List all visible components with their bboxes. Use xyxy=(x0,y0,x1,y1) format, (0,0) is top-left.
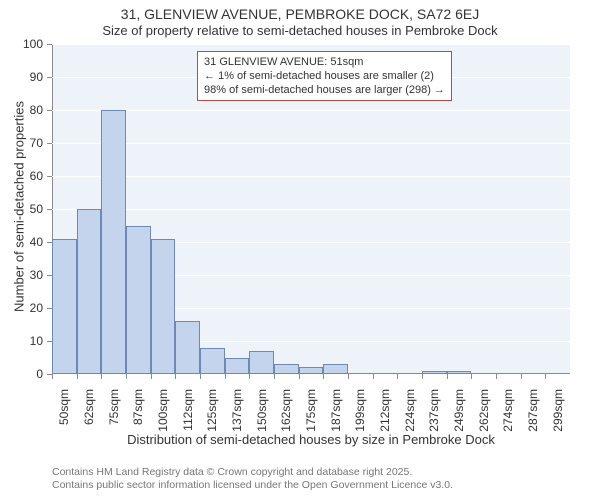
x-tick-label: 175sqm xyxy=(304,389,318,437)
histogram-bar xyxy=(249,351,274,374)
histogram-bar xyxy=(151,239,176,374)
x-tick-label: 125sqm xyxy=(205,389,219,437)
histogram-bar xyxy=(447,371,472,374)
x-tick-label: 249sqm xyxy=(452,389,466,437)
chart-title-line1: 31, GLENVIEW AVENUE, PEMBROKE DOCK, SA72… xyxy=(0,0,600,23)
y-tick-label: 30 xyxy=(0,268,43,282)
x-tick xyxy=(249,374,250,379)
x-tick xyxy=(447,374,448,379)
y-tick-label: 10 xyxy=(0,334,43,348)
y-gridline xyxy=(52,209,570,210)
y-tick xyxy=(47,242,52,243)
y-tick-label: 100 xyxy=(0,37,43,51)
x-tick xyxy=(373,374,374,379)
x-tick-label: 112sqm xyxy=(181,389,195,437)
x-tick xyxy=(471,374,472,379)
annotation-line: 31 GLENVIEW AVENUE: 51sqm xyxy=(204,55,445,69)
x-tick-label: 87sqm xyxy=(131,389,145,437)
x-tick-label: 237sqm xyxy=(427,389,441,437)
footnote: Contains HM Land Registry data © Crown c… xyxy=(52,466,453,492)
x-tick xyxy=(151,374,152,379)
y-tick-label: 50 xyxy=(0,202,43,216)
y-tick xyxy=(47,341,52,342)
histogram-bar xyxy=(323,364,348,374)
y-tick-label: 0 xyxy=(0,367,43,381)
x-tick xyxy=(77,374,78,379)
annotation-box: 31 GLENVIEW AVENUE: 51sqm ← 1% of semi-d… xyxy=(197,51,452,102)
x-tick xyxy=(422,374,423,379)
y-tick xyxy=(47,110,52,111)
histogram-bar xyxy=(175,321,200,374)
y-tick xyxy=(47,77,52,78)
x-tick xyxy=(126,374,127,379)
y-tick xyxy=(47,275,52,276)
annotation-line: ← 1% of semi-detached houses are smaller… xyxy=(204,69,445,83)
x-tick-label: 287sqm xyxy=(526,389,540,437)
histogram-bar xyxy=(77,209,102,374)
x-tick-label: 50sqm xyxy=(57,389,71,437)
x-tick-label: 299sqm xyxy=(551,389,565,437)
histogram-bar xyxy=(274,364,299,374)
x-tick xyxy=(274,374,275,379)
histogram-bar xyxy=(126,226,151,375)
histogram-bar xyxy=(422,371,447,374)
x-tick-label: 187sqm xyxy=(329,389,343,437)
x-tick xyxy=(521,374,522,379)
histogram-bar xyxy=(52,239,77,374)
x-tick xyxy=(323,374,324,379)
y-tick-label: 20 xyxy=(0,301,43,315)
y-tick-label: 90 xyxy=(0,70,43,84)
x-tick xyxy=(397,374,398,379)
x-tick xyxy=(52,374,53,379)
x-tick xyxy=(299,374,300,379)
y-tick xyxy=(47,308,52,309)
x-tick xyxy=(348,374,349,379)
x-tick xyxy=(496,374,497,379)
x-tick-label: 75sqm xyxy=(107,389,121,437)
x-tick xyxy=(101,374,102,379)
x-tick xyxy=(200,374,201,379)
x-tick xyxy=(545,374,546,379)
y-tick xyxy=(47,176,52,177)
y-tick xyxy=(47,143,52,144)
x-tick xyxy=(225,374,226,379)
x-tick-label: 162sqm xyxy=(279,389,293,437)
chart-title-line2: Size of property relative to semi-detach… xyxy=(0,23,600,39)
y-gridline xyxy=(52,143,570,144)
x-tick-label: 212sqm xyxy=(378,389,392,437)
y-tick-label: 60 xyxy=(0,169,43,183)
y-tick-label: 70 xyxy=(0,136,43,150)
x-tick-label: 262sqm xyxy=(477,389,491,437)
y-tick-label: 80 xyxy=(0,103,43,117)
x-tick-label: 100sqm xyxy=(156,389,170,437)
histogram-bar xyxy=(299,367,324,374)
x-tick-label: 62sqm xyxy=(82,389,96,437)
y-tick-label: 40 xyxy=(0,235,43,249)
y-tick xyxy=(47,44,52,45)
x-tick-label: 199sqm xyxy=(353,389,367,437)
y-gridline xyxy=(52,110,570,111)
x-tick-label: 137sqm xyxy=(230,389,244,437)
annotation-line: 98% of semi-detached houses are larger (… xyxy=(204,83,445,97)
histogram-bar xyxy=(200,348,225,374)
x-tick-label: 274sqm xyxy=(501,389,515,437)
x-tick xyxy=(175,374,176,379)
histogram-bar xyxy=(225,358,250,375)
x-tick-label: 224sqm xyxy=(403,389,417,437)
y-tick xyxy=(47,209,52,210)
y-gridline xyxy=(52,176,570,177)
x-tick-label: 150sqm xyxy=(255,389,269,437)
y-gridline xyxy=(52,44,570,45)
histogram-bar xyxy=(101,110,126,374)
